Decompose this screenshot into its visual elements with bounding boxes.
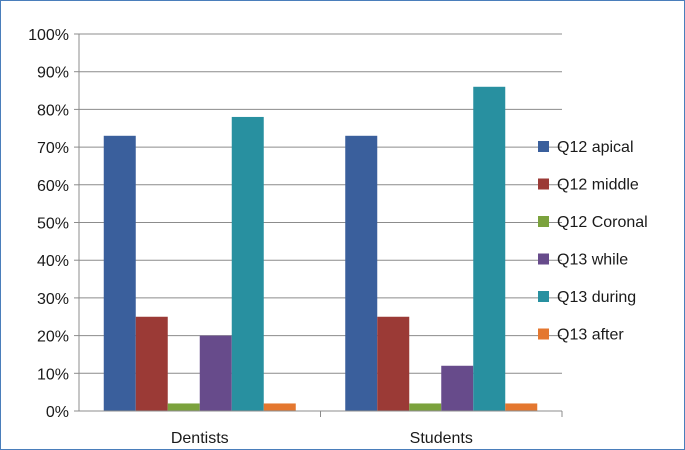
y-tick-label: 90% — [37, 65, 69, 82]
legend-label: Q13 during — [557, 289, 636, 306]
bar-students-q13-during — [473, 86, 506, 411]
y-tick-label: 50% — [37, 216, 69, 233]
bar-students-q13-while — [441, 365, 474, 411]
bar-dentists-q12-apical — [103, 135, 136, 412]
legend-swatch — [538, 141, 549, 152]
bar-students-q12-apical — [345, 135, 378, 412]
bar-dentists-q12-middle — [135, 316, 168, 411]
bar-students-q12-coronal — [409, 403, 442, 411]
y-tick-label: 10% — [37, 366, 69, 383]
x-tick-label: Dentists — [171, 430, 229, 447]
bar-students-q13-after — [505, 403, 538, 411]
x-axis: Dentists Students — [79, 410, 563, 447]
legend: Q12 apical Q12 middle Q12 Coronal Q13 while… — [538, 139, 648, 344]
bars — [103, 86, 538, 412]
legend-swatch — [538, 328, 549, 340]
legend-label: Q13 while — [557, 252, 628, 269]
legend-swatch — [538, 216, 549, 227]
y-axis: 0% 10% 20% 30% 40% 50% 60% 70% 80% 90% 100% — [28, 27, 80, 421]
bar-dentists-q13-after — [263, 403, 296, 411]
y-tick-label: 80% — [37, 102, 69, 119]
legend-label: Q13 after — [557, 327, 624, 344]
legend-swatch — [538, 178, 549, 190]
x-tick-label: Students — [410, 430, 473, 447]
legend-swatch — [538, 291, 549, 302]
legend-label: Q12 apical — [557, 139, 634, 156]
bar-dentists-q13-during — [231, 116, 264, 411]
y-tick-label: 20% — [37, 329, 69, 346]
legend-label: Q12 middle — [557, 177, 639, 194]
y-tick-label: 100% — [28, 27, 69, 44]
bar-dentists-q13-while — [199, 335, 232, 411]
legend-label: Q12 Coronal — [557, 214, 648, 231]
y-tick-label: 30% — [37, 291, 69, 308]
y-tick-label: 40% — [37, 253, 69, 270]
y-tick-label: 60% — [37, 178, 69, 195]
legend-swatch — [538, 253, 549, 265]
y-tick-label: 70% — [37, 140, 69, 157]
bar-dentists-q12-coronal — [167, 403, 200, 411]
y-tick-label: 0% — [46, 404, 69, 421]
bar-students-q12-middle — [377, 316, 410, 411]
